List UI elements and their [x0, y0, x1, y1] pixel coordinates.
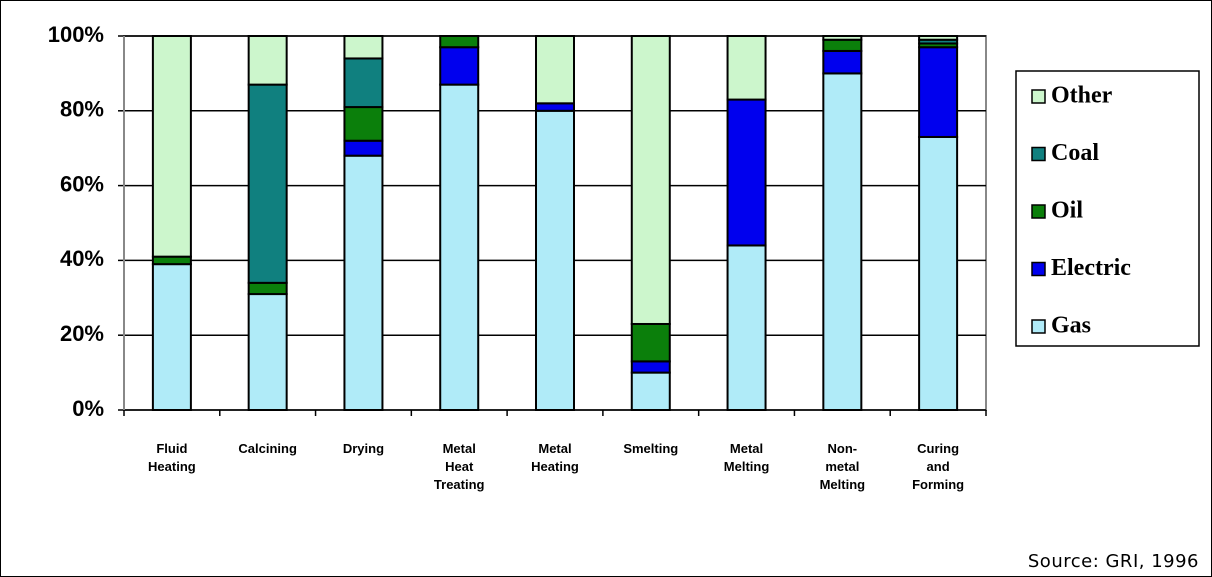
bar-segment — [343, 35, 384, 60]
bar-segment — [630, 322, 671, 363]
bar-segment — [247, 83, 288, 284]
legend-swatch — [1031, 89, 1046, 104]
source-note: Source: GRI, 1996 — [1027, 551, 1199, 572]
bar-segment — [918, 35, 959, 41]
legend-label: Gas — [1051, 313, 1091, 339]
bar-segment — [343, 154, 384, 411]
legend-swatch — [1031, 319, 1046, 334]
y-tick-label: 60% — [60, 171, 104, 196]
y-tick-label: 20% — [60, 321, 104, 346]
legend-label: Other — [1051, 83, 1113, 109]
bar-segment — [439, 46, 480, 86]
legend-swatch — [1031, 146, 1046, 162]
y-tick-label: 100% — [48, 22, 104, 47]
y-tick-label: 80% — [60, 97, 104, 122]
x-tick-label: Metal Melting — [723, 441, 770, 474]
bar-segment — [151, 35, 192, 258]
bar-segment — [151, 255, 192, 266]
bar-segment — [343, 57, 384, 109]
bar-segment — [151, 263, 192, 412]
x-tick-label: Smelting — [623, 441, 679, 456]
bar-segment — [247, 35, 288, 86]
bar-segment — [726, 98, 767, 247]
bar-segment — [918, 46, 959, 138]
bar-segment — [822, 38, 863, 52]
bar-segment — [630, 371, 671, 412]
x-tick-label: Fluid Heating — [148, 441, 196, 474]
bar-segment — [726, 244, 767, 411]
x-tick-label: Curing and Forming — [912, 441, 965, 492]
legend-label: Coal — [1051, 140, 1099, 166]
x-tick-label: Non-metal Melting — [819, 441, 866, 492]
bar-segment — [439, 35, 480, 49]
bar-segment — [439, 83, 480, 412]
legend-label: Electric — [1051, 255, 1131, 281]
bar-segment — [726, 35, 767, 101]
x-tick-label: Metal Heating — [531, 441, 579, 474]
bar-segment — [247, 293, 288, 411]
bar-segment — [630, 360, 671, 374]
y-tick-label: 0% — [72, 396, 104, 421]
x-tick-label: Metal Heat Treating — [433, 441, 485, 492]
bar-segment — [822, 35, 863, 41]
bar-segment — [822, 49, 863, 75]
bar-segment — [535, 35, 575, 105]
bar-segment — [343, 139, 384, 157]
y-tick-label: 40% — [60, 246, 104, 271]
legend-swatch — [1031, 261, 1046, 277]
bar-segment — [822, 72, 863, 412]
legend-label: Oil — [1051, 198, 1083, 224]
bar-segment — [535, 109, 575, 412]
bar-segment — [535, 102, 575, 112]
bar-segment — [343, 106, 384, 142]
bar-segment — [247, 281, 288, 296]
bar-segment — [630, 35, 671, 325]
bar-segment — [918, 135, 959, 411]
legend: Gas Electric Oil Coal Other — [1015, 70, 1200, 347]
x-tick-label: Drying — [342, 441, 385, 456]
legend-swatch — [1031, 204, 1046, 219]
legend-box — [1015, 70, 1200, 347]
x-tick-label: Calcining — [238, 441, 297, 456]
